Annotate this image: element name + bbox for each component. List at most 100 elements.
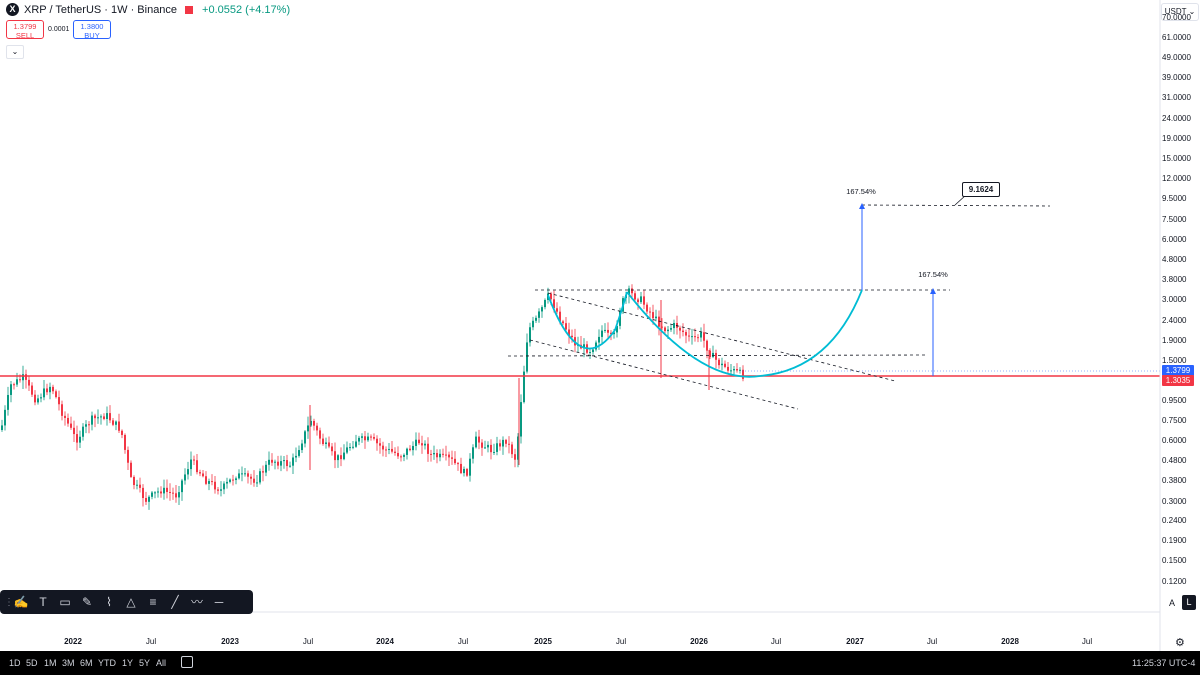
candle-body bbox=[169, 491, 171, 493]
candle-body bbox=[55, 391, 57, 398]
time-axis-label: Jul bbox=[145, 637, 157, 646]
candle-body bbox=[421, 443, 423, 446]
time-axis-label: 2024 bbox=[376, 637, 394, 646]
period-ytd[interactable]: YTD bbox=[98, 658, 116, 668]
time-axis-label: Jul bbox=[615, 637, 627, 646]
candle-body bbox=[688, 335, 690, 337]
price-axis-label: 0.6000 bbox=[1162, 436, 1187, 445]
period-all[interactable]: All bbox=[156, 658, 167, 668]
flag-icon[interactable] bbox=[185, 5, 194, 14]
period-1m[interactable]: 1M bbox=[44, 658, 57, 668]
candle-body bbox=[331, 446, 333, 452]
candle-body bbox=[58, 397, 60, 405]
price-axis-label: 15.0000 bbox=[1162, 154, 1191, 163]
period-5d[interactable]: 5D bbox=[26, 658, 38, 668]
measure-label-1[interactable]: 167.54% bbox=[846, 187, 876, 196]
candle-body bbox=[598, 336, 600, 343]
calendar-icon[interactable] bbox=[181, 656, 193, 668]
period-5y[interactable]: 5Y bbox=[139, 658, 151, 668]
candle-body bbox=[637, 299, 639, 303]
currency-selector[interactable]: USDT ⌄ bbox=[1161, 3, 1199, 21]
buy-button[interactable]: 1.3800 BUY bbox=[73, 20, 111, 40]
candle-body bbox=[154, 492, 156, 494]
candle-body bbox=[418, 439, 420, 444]
brush-icon[interactable]: ✍ bbox=[13, 595, 29, 609]
price-axis-label: 0.2400 bbox=[1162, 516, 1187, 525]
note-icon[interactable]: ▭ bbox=[59, 595, 71, 609]
period-1d[interactable]: 1D bbox=[9, 658, 21, 668]
candle-body bbox=[325, 442, 327, 445]
candle-body bbox=[448, 454, 450, 458]
candle-body bbox=[619, 311, 621, 326]
measure-label-2[interactable]: 167.54% bbox=[918, 270, 948, 279]
candle-body bbox=[292, 457, 294, 466]
buy-label: BUY bbox=[84, 31, 100, 40]
gear-icon[interactable]: ⚙ bbox=[1175, 637, 1185, 649]
candle-body bbox=[319, 430, 321, 439]
chevron-down-icon[interactable]: ⌄ bbox=[6, 45, 24, 59]
candle-body bbox=[640, 296, 642, 303]
candle-body bbox=[343, 452, 345, 460]
drag-handle-icon[interactable]: ⋮ bbox=[4, 596, 14, 608]
candle-body bbox=[229, 479, 231, 482]
target-callout[interactable]: 9.1624 bbox=[962, 182, 1000, 197]
period-6m[interactable]: 6M bbox=[80, 658, 93, 668]
candle-body bbox=[187, 469, 189, 475]
cup-curve-right bbox=[626, 289, 863, 378]
horizontal-line-icon[interactable]: ─ bbox=[214, 595, 224, 609]
candle-body bbox=[706, 340, 708, 351]
time-axis-label: 2022 bbox=[64, 637, 82, 646]
candle-body bbox=[214, 481, 216, 490]
price-axis-label: 0.3800 bbox=[1162, 476, 1187, 485]
symbol-title[interactable]: XRP / TetherUS · 1W · Binance bbox=[24, 3, 178, 16]
candle-body bbox=[457, 463, 459, 465]
candle-body bbox=[463, 468, 465, 474]
price-axis-label: 24.0000 bbox=[1162, 114, 1191, 123]
candle-body bbox=[235, 478, 237, 481]
candle-body bbox=[541, 307, 543, 312]
candle-body bbox=[295, 455, 297, 458]
candle-body bbox=[544, 299, 546, 308]
candle-body bbox=[136, 484, 138, 486]
text-icon[interactable]: T bbox=[39, 595, 47, 609]
candle-body bbox=[13, 384, 15, 386]
period-3m[interactable]: 3M bbox=[62, 658, 75, 668]
time-axis-label: 2023 bbox=[221, 637, 239, 646]
candle-body bbox=[493, 451, 495, 453]
candle-body bbox=[190, 459, 192, 470]
price-axis-label: 3.8000 bbox=[1162, 275, 1187, 284]
auto-scale-button[interactable]: A bbox=[1169, 598, 1176, 608]
fib-icon[interactable]: ≡ bbox=[149, 595, 157, 609]
candle-body bbox=[157, 491, 159, 493]
path-icon[interactable]: △ bbox=[126, 595, 136, 609]
candle-body bbox=[664, 327, 666, 332]
candle-body bbox=[595, 342, 597, 350]
price-axis-label: 31.0000 bbox=[1162, 93, 1191, 102]
pen-icon[interactable]: ✎ bbox=[81, 595, 93, 609]
polyline-icon[interactable]: 〰 bbox=[190, 595, 203, 609]
candle-body bbox=[283, 460, 285, 462]
candle-body bbox=[526, 342, 528, 372]
candle-body bbox=[427, 443, 429, 454]
channel-lower-line bbox=[529, 339, 799, 410]
candle-body bbox=[685, 332, 687, 336]
candle-body bbox=[70, 423, 72, 428]
highlighter-icon[interactable]: ⌇ bbox=[106, 595, 112, 609]
xrp-logo-icon: X bbox=[6, 3, 19, 16]
line-icon[interactable]: ╱ bbox=[171, 595, 179, 609]
symbol-header[interactable]: X XRP / TetherUS · 1W · Binance +0.0552 … bbox=[6, 3, 290, 16]
candle-body bbox=[355, 441, 357, 447]
price-change: +0.0552 (+4.17%) bbox=[202, 3, 291, 16]
drawing-toolbar[interactable]: ⋮ ✍ T ▭ ✎ ⌇ △ ≡ ╱ 〰 ─ bbox=[0, 590, 253, 614]
period-1y[interactable]: 1Y bbox=[122, 658, 134, 668]
candle-body bbox=[721, 363, 723, 366]
candle-body bbox=[730, 370, 732, 372]
candle-body bbox=[79, 436, 81, 443]
candle-body bbox=[373, 437, 375, 439]
sell-button[interactable]: 1.3799 SELL bbox=[6, 20, 44, 40]
candle-body bbox=[265, 464, 267, 473]
log-scale-button[interactable]: L bbox=[1182, 595, 1196, 610]
candle-body bbox=[316, 425, 318, 431]
candle-body bbox=[616, 325, 618, 333]
